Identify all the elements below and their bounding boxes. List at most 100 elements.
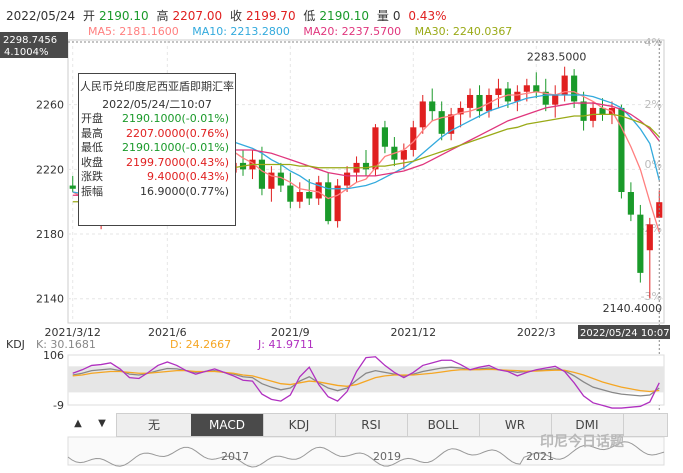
price-annotation: 2140.4000 <box>603 302 663 315</box>
kdj-band <box>68 366 664 393</box>
x-tick-label: 2021/9 <box>271 326 310 339</box>
quote-date: 2022/05/24 <box>6 9 76 23</box>
kdj-panel <box>67 354 665 406</box>
candle-body <box>476 94 483 112</box>
crosshair-time: 2022/05/24 10:07 <box>580 328 670 339</box>
ma-legend: MA5: 2181.1600 MA10: 2213.2800 MA20: 223… <box>88 25 522 38</box>
candle-body <box>268 172 275 189</box>
kdj-tick-label: 106 <box>43 349 64 362</box>
candle-body <box>495 88 502 95</box>
candle-body <box>69 185 76 189</box>
low-label: 低 <box>303 9 316 23</box>
tab-rsi[interactable]: RSI <box>335 414 408 436</box>
candle-body <box>391 146 398 160</box>
kdj-tick-label: -9 <box>53 399 64 412</box>
candle-body <box>599 107 606 115</box>
candle-body <box>618 107 625 193</box>
indicator-tab-bar: 无 MACD KDJ RSI BOLL WR DMI <box>116 413 668 437</box>
candle-body <box>249 159 256 170</box>
volume-value: 0 <box>392 9 401 23</box>
close-label: 收 <box>229 9 242 23</box>
candle-body <box>571 75 578 102</box>
kdj-j-line <box>72 356 660 409</box>
open-label: 开 <box>83 9 96 23</box>
candle-body <box>561 75 568 95</box>
tab-boll[interactable]: BOLL <box>407 414 480 436</box>
change-pct: 0.43% <box>408 9 447 23</box>
candle-body <box>296 192 303 202</box>
candle-body <box>637 214 644 273</box>
candle-body <box>438 111 445 134</box>
candle-body <box>504 88 511 102</box>
candle-body <box>306 192 313 199</box>
candle-body <box>466 94 474 108</box>
candle-body <box>580 101 587 121</box>
tab-kdj[interactable]: KDJ <box>263 414 336 436</box>
tooltip-title: 人民币兑印度尼西亚盾即期汇率 <box>80 80 234 93</box>
open-value: 2190.10 <box>99 9 149 23</box>
tooltip-row-change: 涨跌 9.4000(0.43%) <box>79 170 235 185</box>
x-tick-label: 2021/12 <box>390 326 436 339</box>
kdj-label: KDJ <box>6 338 25 351</box>
tab-dmi[interactable]: DMI <box>551 414 624 436</box>
candle-body <box>656 202 663 218</box>
pct-tick-label: 2% <box>645 98 662 111</box>
y-tick-label: 2260 <box>36 99 64 112</box>
kdj-d-value: D: 24.2667 <box>170 338 231 351</box>
x-tick-label: 2021/6 <box>148 326 187 339</box>
candle-body <box>627 192 634 215</box>
candle-body <box>457 107 464 115</box>
tooltip-row-close: 收盘 2199.7000(0.43%) <box>79 156 235 171</box>
candle-body <box>514 91 521 102</box>
candle-body <box>344 172 351 186</box>
tooltip-key: 最低 <box>81 141 103 154</box>
scroll-down-button[interactable]: ▼ <box>98 418 106 429</box>
scroll-up-button[interactable]: ▲ <box>74 418 82 429</box>
crosshair-price: 2298.7456 <box>3 35 57 46</box>
tooltip-value: 2207.0000(0.76%) <box>125 126 229 140</box>
high-label: 高 <box>156 9 169 23</box>
candle-body <box>353 162 360 173</box>
candle-body <box>315 182 322 199</box>
tooltip-key: 收盘 <box>81 155 103 169</box>
tooltip-row-amplitude: 振幅 16.9000(0.77%) <box>79 185 235 200</box>
tooltip-key: 涨跌 <box>81 170 103 183</box>
candle-body <box>533 85 540 92</box>
tab-wr[interactable]: WR <box>479 414 552 436</box>
pct-tick-label: 4% <box>645 36 662 49</box>
candle-body <box>258 159 266 189</box>
candle-body <box>325 182 332 222</box>
navigator-label: 2019 <box>373 450 401 463</box>
ma30-legend: MA30: 2240.0367 <box>414 25 513 38</box>
high-value: 2207.00 <box>172 9 223 23</box>
ma10-legend: MA10: 2213.2800 <box>192 25 290 38</box>
candle-body <box>287 185 294 202</box>
ma20-legend: MA20: 2237.5700 <box>303 25 402 38</box>
tab-none[interactable]: 无 <box>117 414 192 436</box>
navigator-label: 2021 <box>526 450 554 463</box>
tab-macd[interactable]: MACD <box>191 414 264 436</box>
y-tick-label: 2140 <box>36 293 64 306</box>
candle-body <box>448 114 455 134</box>
candle-body <box>646 224 653 251</box>
tooltip-key: 振幅 <box>81 184 103 198</box>
tooltip-key: 开盘 <box>81 112 103 125</box>
candle-body <box>239 162 247 170</box>
kdj-d-line <box>72 368 660 393</box>
tooltip-value: 16.9000(0.77%) <box>139 184 229 198</box>
crosshair-time-box <box>578 325 670 339</box>
volume-label: 量 <box>376 9 389 23</box>
candle-body <box>381 127 388 147</box>
tooltip-row-high: 最高 2207.0000(0.76%) <box>79 127 235 142</box>
candle-body <box>410 127 417 150</box>
kdj-k-line <box>72 366 660 397</box>
crosshair-pct: 4.1004% <box>4 47 49 58</box>
y-tick-label: 2220 <box>36 163 64 176</box>
candle-body <box>523 85 530 92</box>
candle-body <box>485 94 493 112</box>
pct-tick-label: 0% <box>645 158 662 171</box>
kdj-j-value: J: 41.9711 <box>257 338 314 351</box>
y-tick-label: 2180 <box>36 228 64 241</box>
